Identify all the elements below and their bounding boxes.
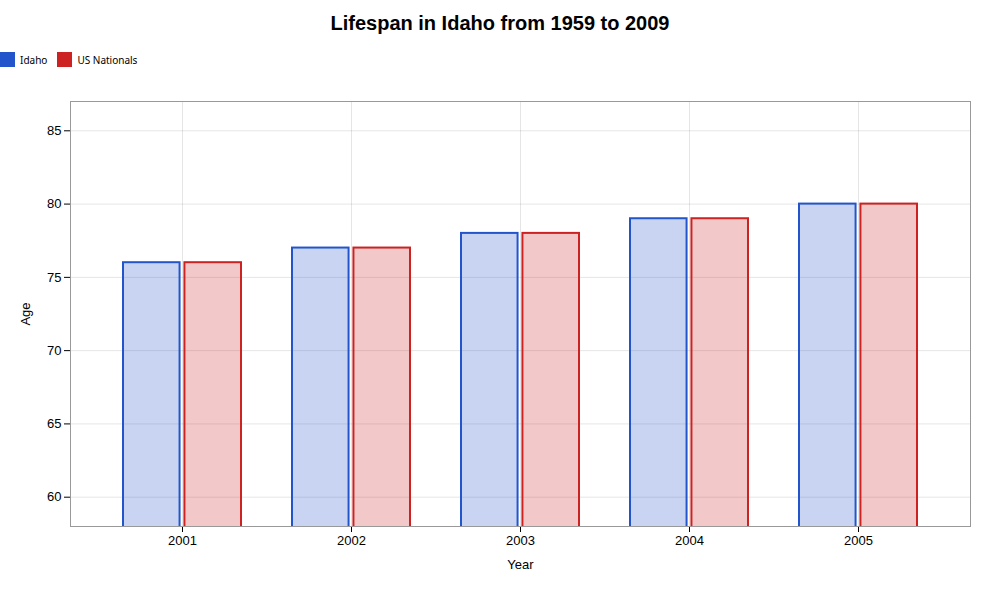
html-text:Lifespan in Idaho from 1959 to: Lifespan in Idaho from 1959 to 2009 bbox=[330, 12, 670, 34]
svg-text:60: 60 bbox=[47, 489, 61, 504]
svg-text:2001: 2001 bbox=[168, 533, 197, 548]
svg-text:2004: 2004 bbox=[675, 533, 704, 548]
svg-text:65: 65 bbox=[47, 416, 61, 431]
svg-text:75: 75 bbox=[47, 270, 61, 285]
svg-text:Age: Age bbox=[18, 302, 33, 325]
svg-text:Year: Year bbox=[507, 557, 534, 572]
svg-text:80: 80 bbox=[47, 196, 61, 211]
svg-text:70: 70 bbox=[47, 343, 61, 358]
svg-text:2003: 2003 bbox=[506, 533, 535, 548]
svg-text:2002: 2002 bbox=[337, 533, 366, 548]
html-text:Idaho: Idaho bbox=[20, 52, 48, 67]
svg-text:85: 85 bbox=[47, 123, 61, 138]
svg-text:2005: 2005 bbox=[844, 533, 873, 548]
html-text:US Nationals: US Nationals bbox=[77, 52, 138, 67]
